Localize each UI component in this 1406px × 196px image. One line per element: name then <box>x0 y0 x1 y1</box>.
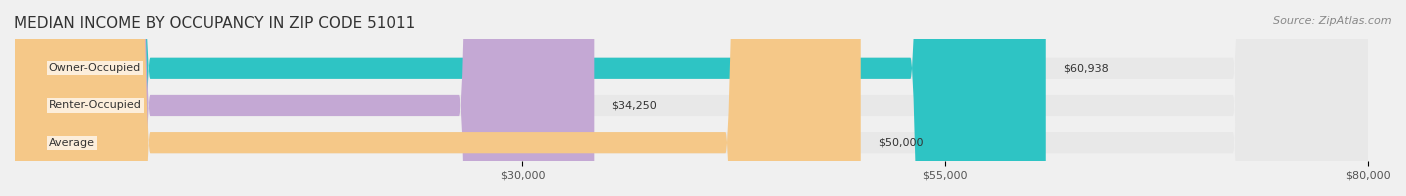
Text: $50,000: $50,000 <box>877 138 924 148</box>
FancyBboxPatch shape <box>15 0 1368 196</box>
FancyBboxPatch shape <box>15 0 860 196</box>
Text: Owner-Occupied: Owner-Occupied <box>49 63 141 73</box>
Text: $34,250: $34,250 <box>612 101 657 111</box>
Text: $60,938: $60,938 <box>1063 63 1108 73</box>
FancyBboxPatch shape <box>15 0 1046 196</box>
FancyBboxPatch shape <box>15 0 1368 196</box>
FancyBboxPatch shape <box>15 0 1368 196</box>
Text: MEDIAN INCOME BY OCCUPANCY IN ZIP CODE 51011: MEDIAN INCOME BY OCCUPANCY IN ZIP CODE 5… <box>14 16 415 31</box>
Text: Average: Average <box>49 138 94 148</box>
Text: Renter-Occupied: Renter-Occupied <box>49 101 142 111</box>
Text: Source: ZipAtlas.com: Source: ZipAtlas.com <box>1274 16 1392 26</box>
FancyBboxPatch shape <box>15 0 595 196</box>
